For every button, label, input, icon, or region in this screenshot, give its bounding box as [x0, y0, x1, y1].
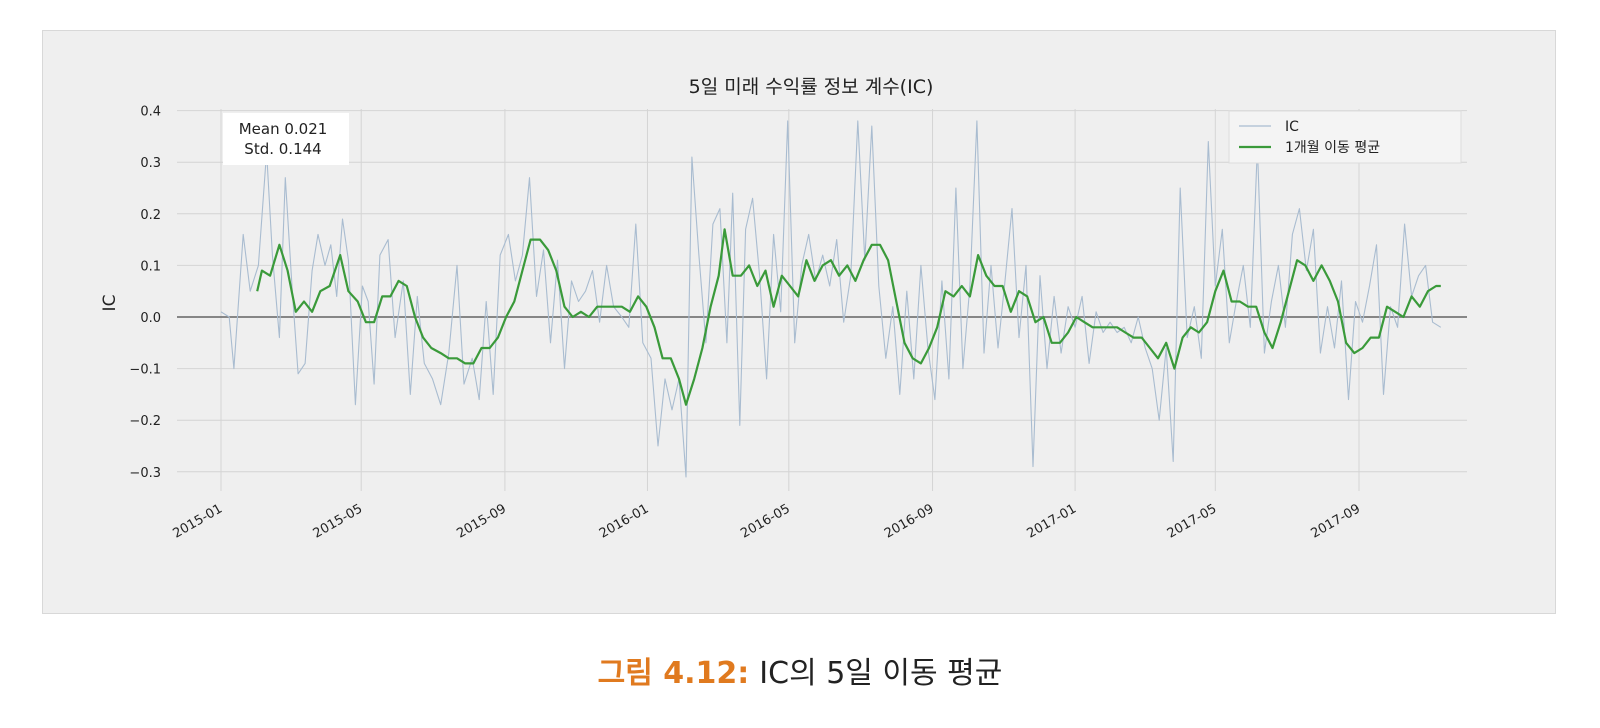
caption-text: IC의 5일 이동 평균: [759, 656, 1003, 691]
ic-series-line: [220, 120, 1442, 478]
chart-panel: 5일 미래 수익률 정보 계수(IC) IC −0.3 −0.2 −0.1 0.0 0.…: [42, 30, 1556, 614]
legend-ic-label: IC: [1285, 119, 1299, 135]
legend-box: [1228, 110, 1462, 164]
y-tick-label: 0.2: [140, 208, 161, 223]
series-lines: [220, 120, 1442, 478]
caption-number: 그림 4.12:: [597, 656, 750, 691]
stats-box: [223, 113, 349, 165]
y-tick-label: −0.2: [129, 414, 161, 429]
y-tick-label: 0.4: [140, 105, 161, 120]
std-label: Std. 0.144: [244, 140, 321, 158]
x-tick-label: 2015-05: [311, 501, 366, 541]
x-tick-label: 2015-01: [170, 501, 225, 541]
grid: [177, 109, 1467, 491]
y-axis-label: IC: [100, 295, 120, 312]
mean-label: Mean 0.021: [239, 120, 328, 138]
x-tick-label: 2015-09: [454, 501, 509, 541]
y-tick-label: −0.3: [129, 466, 161, 481]
x-tick-label: 2016-05: [738, 501, 793, 541]
stats-annotation: Mean 0.021 Std. 0.144: [223, 113, 349, 165]
figure-caption: 그림 4.12: IC의 5일 이동 평균: [0, 648, 1600, 692]
y-tick-label: 0.3: [140, 156, 161, 171]
x-tick-label: 2016-01: [597, 501, 652, 541]
chart-title: 5일 미래 수익률 정보 계수(IC): [689, 76, 934, 98]
legend: IC 1개월 이동 평균: [1228, 110, 1462, 164]
legend-ma-label: 1개월 이동 평균: [1285, 140, 1380, 156]
ic-line-chart: 5일 미래 수익률 정보 계수(IC) IC −0.3 −0.2 −0.1 0.0 0.…: [100, 76, 1467, 542]
moving-average-line: [256, 228, 1441, 406]
y-tick-label: 0.0: [140, 311, 161, 326]
x-tick-label: 2017-01: [1025, 501, 1080, 541]
x-tick-labels: 2015-01 2015-05 2015-09 2016-01 2016-05 2016-…: [170, 501, 1363, 541]
y-tick-labels: −0.3 −0.2 −0.1 0.0 0.1 0.2 0.3 0.4: [129, 105, 161, 481]
y-tick-label: 0.1: [140, 259, 161, 274]
y-tick-label: −0.1: [129, 363, 161, 378]
x-tick-label: 2016-09: [882, 501, 937, 541]
x-tick-label: 2017-05: [1165, 501, 1220, 541]
x-tick-label: 2017-09: [1308, 501, 1363, 541]
